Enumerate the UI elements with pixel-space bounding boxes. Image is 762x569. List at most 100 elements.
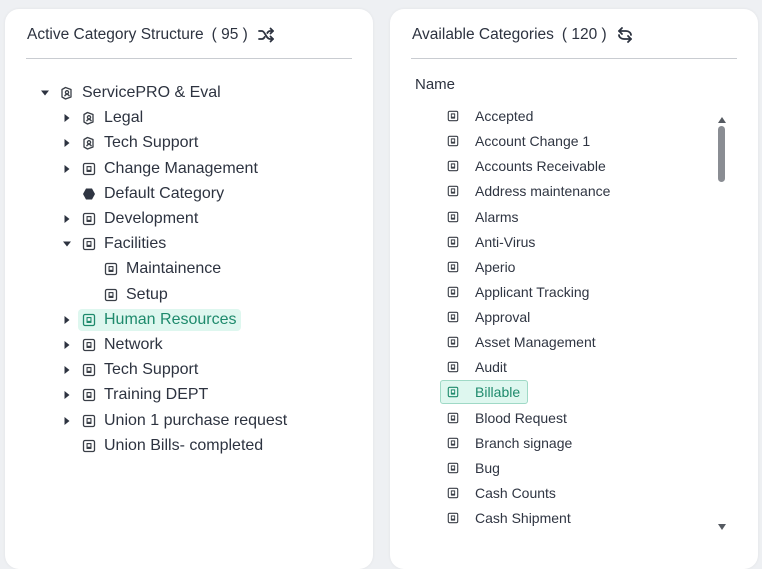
list-item[interactable]: Alarms: [440, 205, 527, 229]
tree-node[interactable]: Change Management: [78, 158, 262, 180]
category-icon: [447, 361, 459, 373]
list-item-label: Bug: [475, 460, 500, 476]
caret-right-icon[interactable]: [61, 314, 73, 326]
tree-node-label: Facilities: [104, 235, 166, 253]
available-categories-panel: Available Categories ( 120 ) Name Accept…: [390, 9, 758, 569]
list-item-label: Account Change 1: [475, 133, 590, 149]
shuffle-icon[interactable]: [256, 25, 276, 45]
tree-node[interactable]: Training DEPT: [78, 384, 212, 406]
tree-node[interactable]: Development: [78, 208, 202, 230]
caret-down-icon[interactable]: [39, 87, 51, 99]
list-item[interactable]: Cash Counts: [440, 481, 564, 505]
list-item-label: Accepted: [475, 108, 533, 124]
list-item[interactable]: Blood Request: [440, 406, 575, 430]
tree-node[interactable]: Union Bills- completed: [78, 435, 267, 457]
category-icon: [447, 462, 459, 474]
tree-node-label: ServicePRO & Eval: [82, 84, 221, 102]
category-icon: [447, 160, 459, 172]
tree-node[interactable]: Default Category: [78, 183, 228, 205]
list-item-label: Approval: [475, 309, 530, 325]
list-item[interactable]: Accepted: [440, 104, 541, 128]
caret-right-icon[interactable]: [61, 112, 73, 124]
tree-node[interactable]: Tech Support: [78, 132, 202, 154]
tree-node-label: Legal: [104, 109, 143, 127]
tree-node-label: Development: [104, 210, 198, 228]
caret-right-icon[interactable]: [61, 137, 73, 149]
tree-node-label: Network: [104, 336, 163, 354]
caret-right-icon[interactable]: [61, 213, 73, 225]
tree-node[interactable]: Network: [78, 334, 167, 356]
org-icon: [82, 136, 96, 150]
available-categories-count: ( 120 ): [562, 26, 607, 44]
tree-node-label: Tech Support: [104, 134, 198, 152]
right-divider: [411, 58, 737, 59]
category-icon: [82, 338, 96, 352]
scrollbar-thumb[interactable]: [718, 126, 725, 182]
caret-down-icon[interactable]: [61, 238, 73, 250]
tree-node[interactable]: Union 1 purchase request: [78, 410, 291, 432]
list-item[interactable]: Accounts Receivable: [440, 154, 614, 178]
list-item[interactable]: Asset Management: [440, 330, 604, 354]
swap-icon[interactable]: [615, 25, 635, 45]
name-column-header[interactable]: Name: [415, 76, 455, 93]
category-icon: [447, 211, 459, 223]
tree-node-label: Maintainence: [126, 260, 221, 278]
category-icon: [82, 363, 96, 377]
tree-node-label: Human Resources: [104, 311, 237, 329]
tree-node-label: Union Bills- completed: [104, 437, 263, 455]
tree-node[interactable]: Human Resources: [78, 309, 241, 331]
tree-node-label: Union 1 purchase request: [104, 412, 287, 430]
list-item[interactable]: Audit: [440, 355, 515, 379]
list-item-label: Applicant Tracking: [475, 284, 589, 300]
list-item-label: Accounts Receivable: [475, 158, 606, 174]
category-icon: [82, 414, 96, 428]
list-item[interactable]: Bug: [440, 456, 508, 480]
list-item-label: Blood Request: [475, 410, 567, 426]
list-item[interactable]: Applicant Tracking: [440, 280, 597, 304]
tree-node[interactable]: Tech Support: [78, 359, 202, 381]
hexagon-icon: [82, 187, 96, 201]
caret-right-icon[interactable]: [61, 364, 73, 376]
org-icon: [60, 86, 74, 100]
list-item-label: Anti-Virus: [475, 234, 535, 250]
org-icon: [82, 111, 96, 125]
tree-node-label: Change Management: [104, 160, 258, 178]
list-item-label: Alarms: [475, 209, 519, 225]
tree-node-label: Setup: [126, 286, 168, 304]
active-category-title: Active Category Structure: [27, 26, 204, 44]
category-icon: [447, 487, 459, 499]
tree-node[interactable]: ServicePRO & Eval: [56, 82, 225, 104]
category-icon: [447, 135, 459, 147]
list-item[interactable]: Cash Shipment: [440, 506, 579, 530]
category-icon: [447, 437, 459, 449]
list-item[interactable]: Aperio: [440, 255, 523, 279]
caret-right-icon[interactable]: [61, 339, 73, 351]
list-item-label: Aperio: [475, 259, 515, 275]
list-item[interactable]: Anti-Virus: [440, 230, 543, 254]
active-category-panel: Active Category Structure ( 95 ) Service…: [5, 9, 373, 569]
list-item-label: Cash Counts: [475, 485, 556, 501]
list-item-label: Address maintenance: [475, 183, 610, 199]
category-icon: [447, 236, 459, 248]
tree-node[interactable]: Setup: [100, 284, 172, 306]
list-item[interactable]: Approval: [440, 305, 538, 329]
scroll-down-arrow-icon[interactable]: [717, 518, 727, 526]
category-icon: [447, 512, 459, 524]
tree-node[interactable]: Maintainence: [100, 258, 225, 280]
category-icon: [447, 110, 459, 122]
available-categories-title: Available Categories: [412, 26, 554, 44]
caret-right-icon[interactable]: [61, 415, 73, 427]
tree-node[interactable]: Facilities: [78, 233, 170, 255]
category-icon: [104, 262, 118, 276]
category-icon: [82, 212, 96, 226]
list-item[interactable]: Address maintenance: [440, 179, 618, 203]
tree-node[interactable]: Legal: [78, 107, 147, 129]
caret-right-icon[interactable]: [61, 389, 73, 401]
list-item-label: Cash Shipment: [475, 510, 571, 526]
list-item[interactable]: Billable: [440, 380, 528, 404]
scroll-up-arrow-icon[interactable]: [717, 111, 727, 119]
caret-right-icon[interactable]: [61, 163, 73, 175]
list-item[interactable]: Branch signage: [440, 431, 580, 455]
list-item-label: Branch signage: [475, 435, 572, 451]
list-item[interactable]: Account Change 1: [440, 129, 598, 153]
